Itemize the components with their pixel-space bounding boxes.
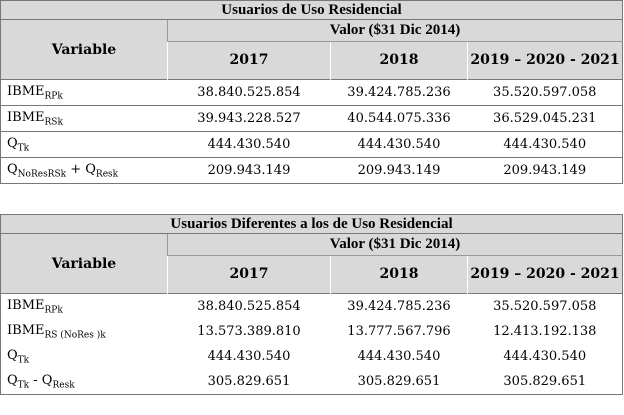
column-header: 2017 (167, 255, 331, 294)
value-cell: 13.573.389.810 (197, 324, 301, 339)
table-header: Usuarios de Uso Residencial Variable Valor… (0, 0, 623, 80)
subscript: RPk (44, 305, 63, 316)
value-cell: 35.520.597.058 (467, 79, 623, 106)
value-cell: 39.424.785.236 (330, 79, 468, 106)
column-header: 2018 (330, 41, 468, 80)
table-title: Usuarios de Uso Residencial (0, 0, 623, 20)
column-header: 2018 (330, 255, 468, 294)
variable-header: Variable (0, 19, 168, 80)
value-cell: 36.529.045.231 (467, 105, 623, 132)
value-cell: 13.777.567.796 (347, 324, 451, 339)
data-row: QTk - QResk 305.829.651 305.829.651 305.829… (1, 369, 623, 395)
subscript: Tk (17, 355, 30, 366)
value-cell: 444.430.540 (467, 131, 623, 158)
column-header: 2019 – 2020 - 2021 (467, 41, 623, 80)
value-cell: 444.430.540 (503, 349, 587, 364)
column-header: 2017 (167, 41, 331, 80)
table-title: Usuarios Diferentes a los de Uso Residen… (0, 214, 623, 234)
value-cell: 209.943.149 (330, 157, 468, 184)
variable-cell: QTk - QResk (1, 369, 168, 395)
variable-text: Q (7, 372, 18, 388)
variable-text: + Q (66, 161, 96, 177)
subscript: Tk (17, 143, 30, 154)
variable-cell: QNoResRSk + QResk (0, 157, 168, 184)
column-header: 2019 – 2020 - 2021 (466, 255, 623, 294)
title-row: Usuarios Diferentes a los de Uso Residen… (0, 214, 623, 234)
variable-cell: IBMERS (NoRes )k (1, 319, 168, 344)
variable-text: Q (7, 347, 18, 363)
table: Usuarios de Uso Residencial Variable Valor… (0, 0, 623, 184)
value-cell: 209.943.149 (467, 157, 623, 184)
subscript: Tk (17, 380, 30, 391)
value-cell: 39.943.228.527 (167, 105, 331, 132)
subscript: RPk (44, 91, 63, 102)
value-cell: 40.544.075.336 (330, 105, 468, 132)
variable-text: IBME (7, 109, 45, 125)
variable-cell: IBMERSk (0, 105, 168, 132)
years-row: 2017 2018 2019 – 2020 - 2021 (1, 41, 623, 80)
title-row: Usuarios de Uso Residencial (0, 0, 623, 20)
data-row: QNoResRSk + QResk 209.943.149 209.943.149 2… (0, 157, 623, 184)
variable-cell: IBMERPk (0, 293, 168, 319)
table-body: IBMERPk 38.840.525.854 39.424.785.236 35.52… (0, 293, 623, 395)
variable-text: Q (7, 161, 18, 177)
variable-text: IBME (7, 297, 45, 313)
value-cell: 39.424.785.236 (330, 293, 468, 319)
value-cell: 305.829.651 (207, 374, 291, 389)
value-cell: 444.430.540 (330, 131, 468, 158)
value-cell: 38.840.525.854 (167, 293, 331, 319)
variable-text: - Q (29, 372, 53, 388)
value-cell: 209.943.149 (167, 157, 331, 184)
data-row: QTk 444.430.540 444.430.540 444.430.540 (1, 344, 623, 369)
data-row: QTk 444.430.540 444.430.540 444.430.540 (0, 131, 623, 158)
value-cell: 35.520.597.058 (467, 293, 623, 319)
group-row: Variable Valor ($31 Dic 2014) (0, 19, 623, 80)
subscript: RS (NoRes )k (44, 330, 106, 341)
value-cell: 444.430.540 (357, 349, 441, 364)
value-cell: 12.413.192.138 (493, 324, 597, 339)
group-header: Valor ($31 Dic 2014) (166, 233, 623, 256)
variable-text: Q (7, 135, 18, 151)
variable-text: IBME (7, 322, 45, 338)
table-body: IBMERPk 38.840.525.854 39.424.785.236 35.52… (0, 79, 623, 184)
group-header: Valor ($31 Dic 2014) (167, 19, 623, 42)
data-row: IBMERSk 39.943.228.527 40.544.075.336 36.52… (0, 105, 623, 132)
data-row: IBMERPk 38.840.525.854 39.424.785.236 35.52… (0, 293, 623, 319)
value-cell: 444.430.540 (167, 131, 331, 158)
variable-cell: QTk (1, 344, 168, 369)
value-cell: 38.840.525.854 (167, 79, 331, 106)
subscript: Resk (95, 169, 119, 180)
data-row: IBMERPk 38.840.525.854 39.424.785.236 35.52… (0, 79, 623, 106)
table: Usuarios Diferentes a los de Uso Residen… (0, 214, 624, 395)
data-row: IBMERS (NoRes )k 13.573.389.810 13.777.567… (1, 319, 623, 344)
variable-cell: IBMERPk (0, 79, 168, 106)
value-cell: 305.829.651 (503, 374, 587, 389)
value-cell: 305.829.651 (357, 374, 441, 389)
years-row: 2017 2018 2019 – 2020 - 2021 (1, 255, 623, 294)
subscript: RSk (44, 117, 63, 128)
variable-header: Variable (0, 233, 168, 294)
variable-text: IBME (7, 83, 45, 99)
variable-cell: QTk (0, 131, 168, 158)
subscript: Resk (52, 380, 75, 391)
value-cell: 444.430.540 (207, 349, 291, 364)
group-row: Variable Valor ($31 Dic 2014) (0, 233, 623, 294)
subscript: NoResRSk (17, 169, 67, 180)
table-header: Usuarios Diferentes a los de Uso Residen… (0, 214, 623, 294)
